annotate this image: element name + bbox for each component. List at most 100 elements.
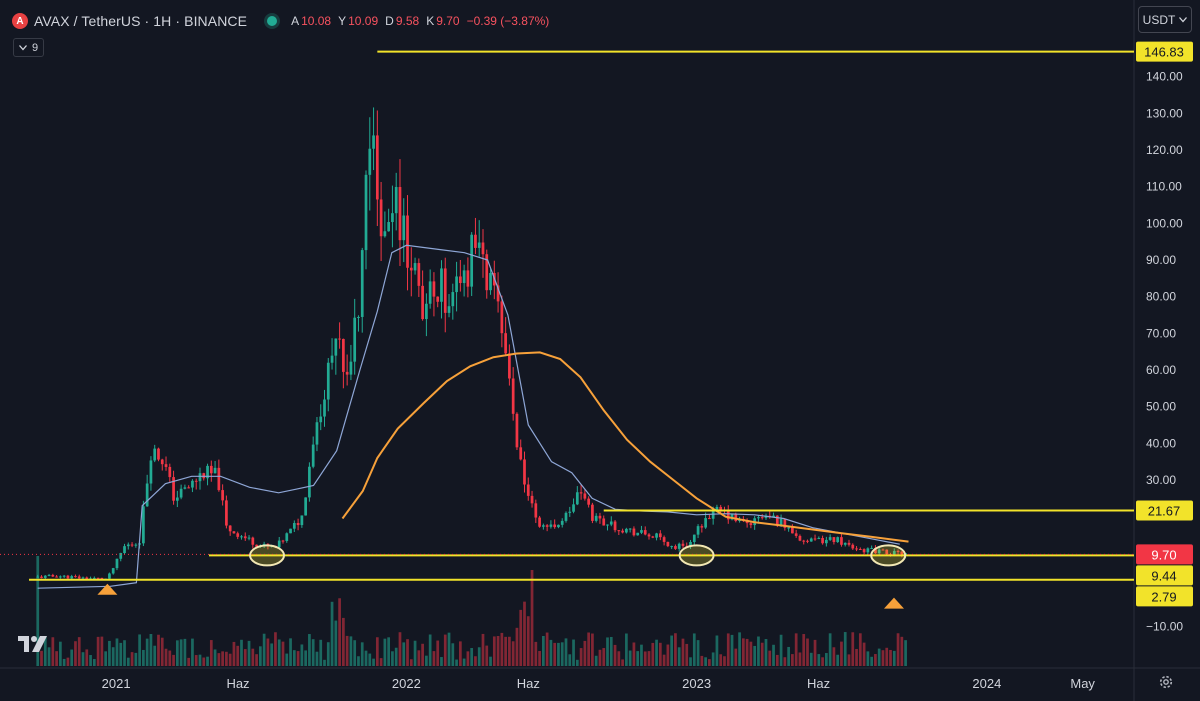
chevron-down-icon [1179,16,1188,22]
indicators-toggle[interactable]: 9 [13,38,45,57]
time-tick-label: Haz [517,676,540,691]
candle [338,338,341,340]
candle [496,285,500,302]
candle [885,549,889,555]
candle [436,296,440,302]
candle [832,537,836,543]
volume-bar [428,634,432,666]
candle [119,553,123,559]
candle [323,399,326,417]
candle [466,270,470,287]
candle [187,487,191,489]
candle [304,497,307,516]
volume-bar [775,654,779,666]
volume-bar [651,642,655,666]
candle [662,537,666,542]
volume-bar [466,651,470,666]
time-tick-label: 2024 [972,676,1001,691]
volume-bar [134,652,138,666]
volume-bar [802,634,806,666]
open-label: A [291,14,300,28]
volume-bar [342,617,345,666]
volume-bar [262,633,266,666]
symbol-title[interactable]: AVAX / TetherUS · 1H · BINANCE [34,13,248,29]
candle [383,231,387,237]
volume-bar [549,639,553,666]
volume-bar [794,633,798,666]
price-tick-label: −10.00 [1146,620,1183,634]
volume-bar [168,650,172,666]
volume-bar [164,648,168,666]
volume-bar [579,648,583,666]
candle [198,473,202,482]
price-tick-label: 80.00 [1146,290,1176,304]
candle [568,511,572,513]
volume-bar [375,637,379,666]
candle [858,549,862,551]
volume-bar [360,642,364,666]
volume-bar [870,656,873,666]
volume-bar [349,636,353,666]
candle [772,515,775,518]
candle [594,515,598,521]
candle [692,534,696,542]
moving-average-lines [37,244,909,589]
candle [821,538,824,544]
price-tick-label: 110.00 [1146,180,1182,194]
candle [300,515,304,526]
currency-selector[interactable]: USDT [1138,6,1192,33]
candle [775,515,779,525]
volume-bar [225,651,228,666]
volume-bar [881,650,885,666]
volume-bar [553,642,557,666]
volume-bar [353,640,357,666]
candle [179,488,183,498]
volume-bar [345,635,349,666]
candle [632,528,636,536]
candle [560,520,564,525]
volume-bar [175,640,179,666]
candle [364,174,368,251]
gear-icon[interactable] [1158,674,1174,690]
volume-bar [232,641,236,666]
candle [168,466,172,478]
candle [892,550,896,556]
volume-histogram [36,556,907,666]
volume-bar [43,636,47,666]
volume-bar [745,638,749,666]
candle [874,547,877,554]
volume-bar [66,657,70,666]
candle [843,542,847,545]
horizontal-levels [0,50,1134,581]
volume-bar [489,656,492,666]
tradingview-logo-icon[interactable] [18,634,50,654]
candle [534,503,538,518]
candle [289,528,292,534]
volume-bar [277,639,281,666]
volume-bar [783,657,787,666]
volume-bar [474,656,477,666]
volume-bar [145,638,149,666]
candle [368,148,372,175]
volume-bar [70,649,74,666]
volume-bar [209,640,213,666]
candle [315,422,319,445]
candle [243,536,247,539]
volume-bar [228,653,232,666]
price-level-tag-label: 21.67 [1148,504,1181,519]
volume-bar [843,632,847,666]
candle [538,517,541,527]
price-level-tag [1136,500,1193,521]
candle [802,540,806,542]
volume-bar [715,635,719,666]
candle [708,518,711,520]
candle [70,576,74,579]
candle [621,530,624,533]
volume-bar [62,658,66,666]
price-tick-label: 90.00 [1146,253,1176,267]
volume-bar [338,598,341,666]
candle [285,533,289,541]
volume-bar [885,647,889,666]
candle [74,576,77,578]
